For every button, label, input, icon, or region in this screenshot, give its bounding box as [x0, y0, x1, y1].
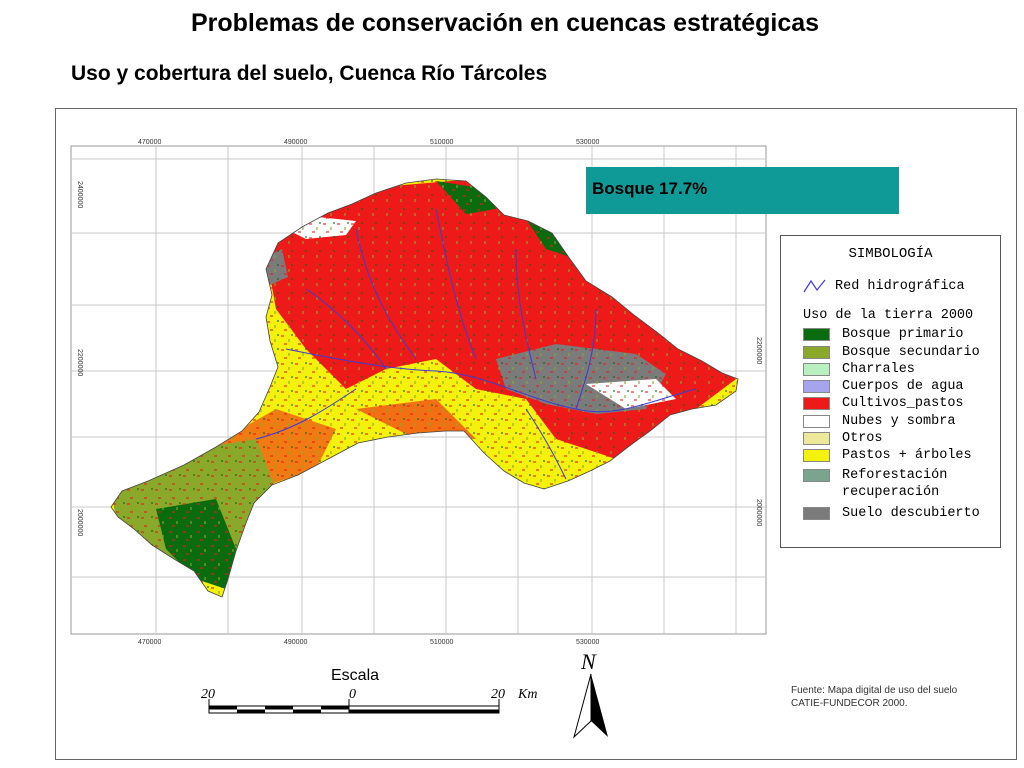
legend-item-label: Bosque secundario: [842, 344, 980, 360]
legend-title: SIMBOLOGÍA: [848, 246, 933, 262]
legend-item-label: Charrales: [842, 361, 915, 377]
grid-label-left: 2000000: [76, 509, 83, 536]
legend-item: Cuerpos de agua: [803, 378, 964, 394]
legend-item-label: Nubes y sombra: [842, 413, 956, 429]
scale-center-value: 0: [349, 687, 356, 702]
legend-item-label: Cultivos_pastos: [842, 395, 964, 411]
grid-label-top: 470000: [138, 139, 161, 146]
grid-label-bottom: 470000: [138, 639, 161, 646]
legend-swatch: [803, 468, 830, 482]
legend-item: Suelo descubierto: [803, 505, 980, 521]
grid-label-left: 2200000: [76, 349, 83, 376]
grid-label-top: 490000: [284, 139, 307, 146]
legend-swatch: [803, 506, 830, 520]
legend-swatch: [803, 396, 830, 410]
scale-left-value: 20: [201, 687, 215, 702]
scale-title: Escala: [331, 667, 380, 684]
source-line: CATIE-FUNDECOR 2000.: [791, 698, 908, 709]
slide-title: Problemas de conservación en cuencas est…: [190, 9, 820, 37]
legend-item-label: Otros: [842, 430, 883, 446]
map-canvas: 470000 490000 510000 530000 470000 49000…: [70, 139, 767, 739]
legend-subtitle: Uso de la tierra 2000: [803, 308, 974, 323]
grid-label-top: 530000: [576, 139, 599, 146]
legend-item: Bosque secundario: [803, 344, 980, 360]
legend-item-label: recuperación: [842, 484, 940, 500]
legend-swatch: [803, 327, 830, 341]
legend-hydro-row: Red hidrográfica: [803, 278, 965, 294]
north-arrow-icon: [573, 673, 608, 739]
legend-item: recuperación: [803, 484, 939, 500]
legend-swatch-blank: [803, 486, 830, 499]
grid-label-bottom: 530000: [576, 639, 599, 646]
map-grid-lines: [71, 146, 766, 634]
grid-label-top: 510000: [430, 139, 453, 146]
legend-item: Otros: [803, 430, 883, 446]
legend-item-label: Cuerpos de agua: [842, 378, 964, 394]
legend-item-label: Suelo descubierto: [842, 505, 980, 521]
slide-subtitle: Uso y cobertura del suelo, Cuenca Río Tá…: [71, 62, 548, 85]
legend-item-label: Bosque primario: [842, 326, 964, 342]
river-line-icon: [803, 279, 826, 293]
grid-label-bottom: 490000: [284, 639, 307, 646]
map-legend: SIMBOLOGÍA Red hidrográfica Uso de la ti…: [780, 235, 1001, 548]
legend-swatch: [803, 448, 830, 462]
legend-item: Bosque primario: [803, 326, 964, 342]
legend-swatch: [803, 414, 830, 428]
grid-label-right: 2200000: [755, 337, 762, 364]
legend-item-label: Pastos + árboles: [842, 447, 972, 463]
legend-item-label: Reforestación: [842, 467, 948, 483]
legend-item: Charrales: [803, 361, 915, 377]
legend-hydro-label: Red hidrográfica: [835, 278, 965, 294]
source-line: Fuente: Mapa digital de uso del suelo: [791, 685, 958, 696]
scale-bar: [208, 699, 500, 714]
grid-label-bottom: 510000: [430, 639, 453, 646]
legend-item: Pastos + árboles: [803, 447, 972, 463]
grid-label-left: 2400000: [76, 181, 83, 208]
legend-swatch: [803, 431, 830, 445]
legend-item: Reforestación: [803, 467, 947, 483]
source-note: Fuente: Mapa digital de uso del suelo CA…: [791, 684, 957, 710]
map-frame: 470000 490000 510000 530000 470000 49000…: [55, 108, 1017, 760]
grid-label-right: 2000000: [755, 499, 762, 526]
forest-percentage-label: Bosque 17.7%: [586, 167, 899, 214]
legend-item: Cultivos_pastos: [803, 395, 964, 411]
legend-item: Nubes y sombra: [803, 413, 955, 429]
north-label: N: [581, 649, 596, 674]
scale-right-value: 20: [491, 687, 505, 702]
legend-swatch: [803, 345, 830, 359]
scale-unit: Km: [518, 687, 538, 702]
legend-swatch: [803, 362, 830, 376]
legend-swatch: [803, 379, 830, 393]
